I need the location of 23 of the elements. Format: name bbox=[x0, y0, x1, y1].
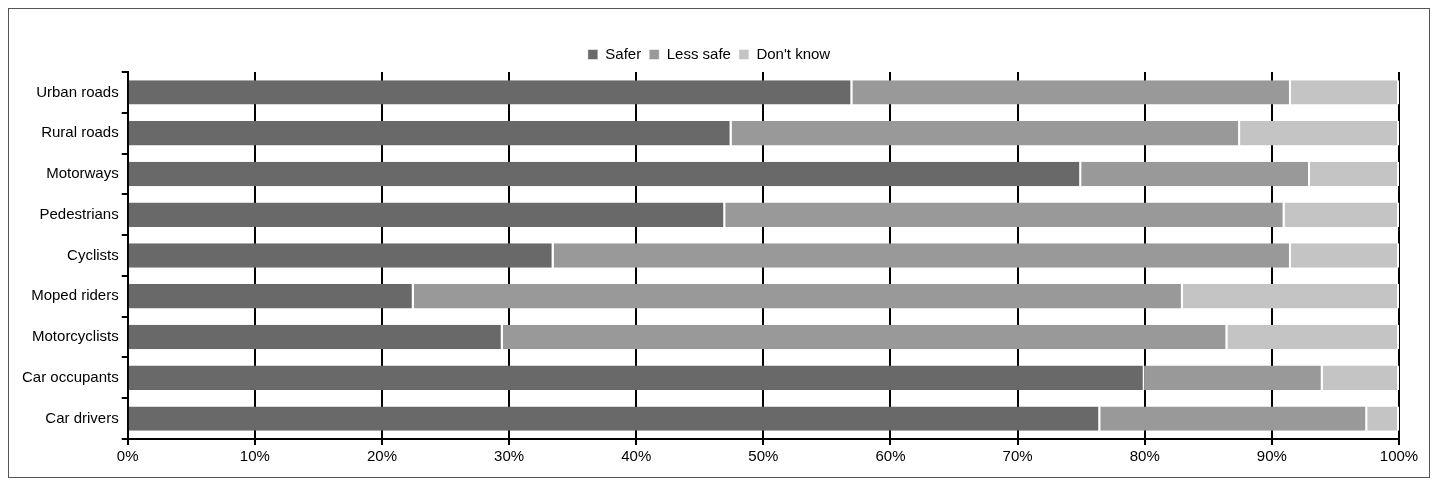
x-tick-label: 100% bbox=[1379, 447, 1419, 465]
x-tick-label: 10% bbox=[239, 447, 270, 465]
x-tick-label: 20% bbox=[366, 447, 397, 465]
y-tick-label: Motorcyclists bbox=[32, 327, 119, 345]
x-tick-label: 40% bbox=[621, 447, 652, 465]
legend-label: Don't know bbox=[756, 44, 831, 62]
y-tick-label: Urban roads bbox=[36, 82, 119, 100]
legend-label: Safer bbox=[605, 44, 642, 62]
y-tick-label: Moped riders bbox=[31, 286, 119, 304]
y-tick-label: Rural roads bbox=[41, 123, 119, 141]
x-tick-label: 60% bbox=[875, 447, 906, 465]
x-tick-label: 70% bbox=[1002, 447, 1033, 465]
x-tick-label: 80% bbox=[1129, 447, 1160, 465]
y-tick-label: Car drivers bbox=[45, 408, 119, 426]
x-tick-label: 0% bbox=[116, 447, 139, 465]
y-tick-label: Cyclists bbox=[67, 245, 119, 263]
x-tick-label: 90% bbox=[1256, 447, 1287, 465]
x-tick-label: 30% bbox=[494, 447, 525, 465]
x-tick-label: 50% bbox=[748, 447, 779, 465]
y-tick-label: Car occupants bbox=[22, 367, 119, 385]
legend-label: Less safe bbox=[666, 44, 731, 62]
y-tick-label: Pedestrians bbox=[39, 204, 119, 222]
y-tick-label: Motorways bbox=[46, 164, 119, 182]
